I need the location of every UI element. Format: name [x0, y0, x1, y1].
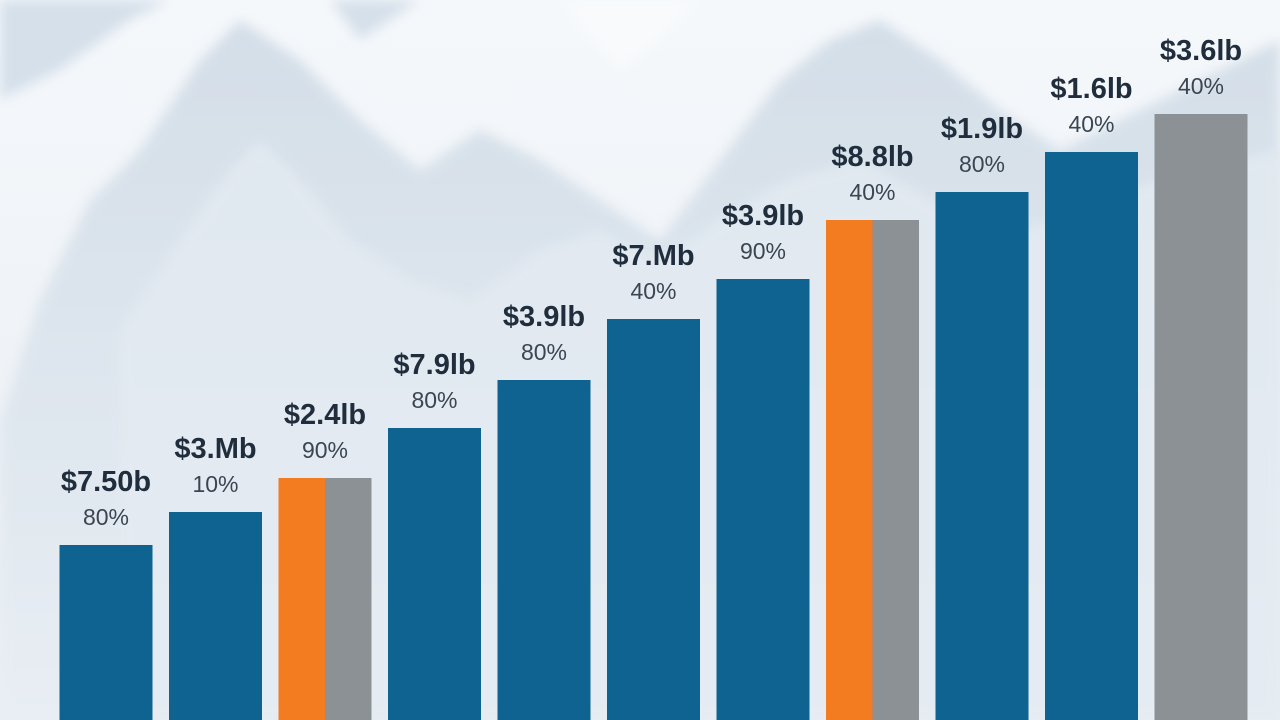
percent-label-7: 90%: [740, 238, 786, 264]
percent-label-3: 90%: [302, 437, 348, 463]
percent-label-10: 40%: [1068, 111, 1114, 137]
value-label-7: $3.9lb: [722, 200, 804, 232]
bar-6: [607, 319, 700, 720]
percent-label-11: 40%: [1178, 73, 1224, 99]
value-label-9: $1.9lb: [941, 113, 1023, 145]
percent-label-2: 10%: [192, 471, 238, 497]
percent-label-5: 80%: [521, 339, 567, 365]
bar-11: [1154, 114, 1248, 720]
bars-group: [59, 114, 1248, 720]
bar-1: [59, 545, 153, 720]
percent-label-6: 40%: [630, 278, 676, 304]
value-label-4: $7.9lb: [393, 349, 475, 381]
percent-label-9: 80%: [959, 151, 1005, 177]
percent-label-8: 40%: [849, 179, 895, 205]
value-label-2: $3.Mb: [174, 433, 256, 465]
bar-9: [935, 192, 1029, 720]
value-label-6: $7.Mb: [612, 240, 694, 272]
bar-5: [497, 380, 591, 720]
value-label-10: $1.6lb: [1050, 73, 1132, 105]
bar-8-left: [826, 220, 873, 720]
labels-group: $7.50b 80% $3.Mb 10% $2.4lb 90% $7.9lb 80% $3.9l…: [61, 35, 1242, 530]
bar-3-left: [278, 478, 325, 720]
value-label-1: $7.50b: [61, 466, 151, 498]
bar-3-right: [325, 478, 372, 720]
value-label-8: $8.8lb: [831, 141, 913, 173]
value-label-11: $3.6lb: [1160, 35, 1242, 67]
value-label-3: $2.4lb: [284, 399, 366, 431]
bar-4: [388, 428, 481, 720]
bar-2: [169, 512, 262, 720]
percent-label-1: 80%: [83, 504, 129, 530]
bar-8-right: [872, 220, 919, 720]
bar-7: [716, 279, 810, 720]
percent-label-4: 80%: [411, 387, 457, 413]
value-label-5: $3.9lb: [503, 301, 585, 333]
bar-10: [1045, 152, 1138, 720]
